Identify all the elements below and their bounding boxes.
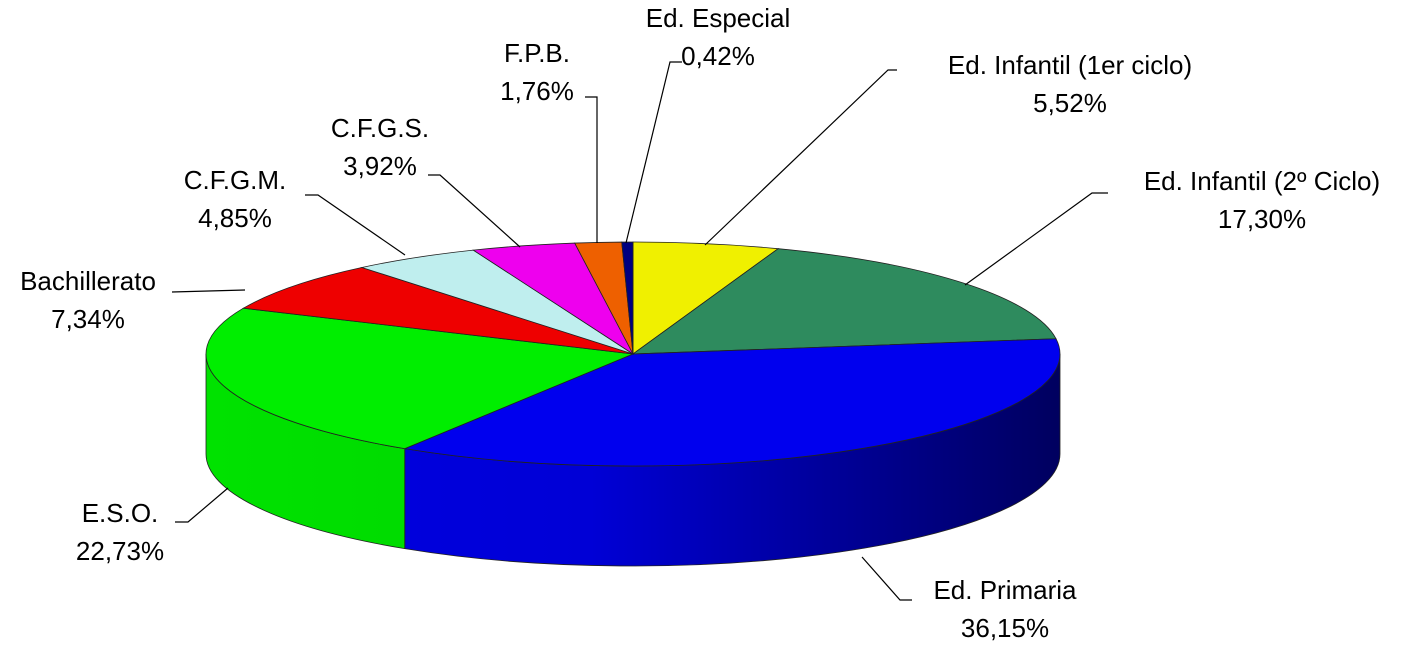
value-label: 4,85%: [198, 203, 272, 233]
leader-line: [704, 69, 897, 246]
value-label: 5,52%: [1033, 88, 1107, 118]
pie-slice: [242, 267, 634, 355]
tops: [205, 241, 1061, 467]
value-label: 22,73%: [76, 536, 164, 566]
slice-label: E.S.O.: [82, 498, 159, 528]
slice-label: Ed. Especial: [646, 3, 791, 33]
leader-line: [585, 96, 598, 243]
leader-line: [861, 556, 912, 601]
pie-slice: [621, 241, 634, 355]
slice-label: Ed. Infantil (2º Ciclo): [1144, 166, 1380, 196]
leader-line: [305, 194, 406, 256]
value-label: 7,34%: [51, 304, 125, 334]
value-label: 36,15%: [961, 613, 1049, 643]
slice-label: Bachillerato: [20, 266, 156, 296]
slice-label: Ed. Infantil (1er ciclo): [948, 50, 1192, 80]
pie-slice: [403, 338, 1061, 467]
slice-label: Ed. Primaria: [933, 575, 1077, 605]
pie-slice: [631, 248, 1057, 355]
slice-label: C.F.G.M.: [184, 165, 287, 195]
leader-line: [175, 487, 229, 523]
value-label: 17,30%: [1218, 204, 1306, 234]
leader-line: [171, 289, 246, 293]
slice-label: F.P.B.: [504, 38, 570, 68]
value-label: 1,76%: [500, 76, 574, 106]
leader-line: [625, 61, 682, 244]
pie-slice: [205, 307, 635, 450]
leader-line: [964, 192, 1108, 286]
slice-label: C.F.G.S.: [331, 113, 429, 143]
leader-line: [428, 174, 521, 248]
value-label: 0,42%: [681, 41, 755, 71]
value-label: 3,92%: [343, 151, 417, 181]
